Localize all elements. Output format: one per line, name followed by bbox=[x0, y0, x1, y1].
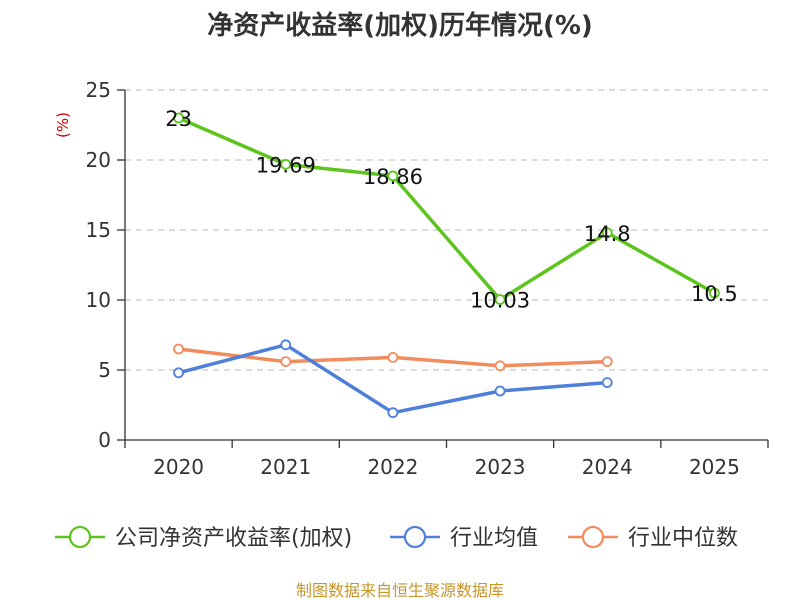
legend-label-2: 行业中位数 bbox=[628, 526, 738, 551]
data-label-2024: 14.8 bbox=[584, 222, 631, 246]
legend-label-1: 行业均值 bbox=[450, 526, 538, 551]
series-lines bbox=[173, 112, 720, 419]
x-tick-label-2022: 2022 bbox=[367, 455, 418, 479]
legend: 公司净资产收益率(加权) 行业均值 行业中位数 bbox=[55, 525, 738, 551]
data-point-2-2023 bbox=[494, 360, 506, 372]
data-point-2-2022 bbox=[387, 351, 399, 363]
data-label-2022: 18.86 bbox=[363, 165, 423, 189]
data-point-1-2020 bbox=[173, 367, 184, 379]
data-label-2023: 10.03 bbox=[470, 289, 530, 313]
data-point-0-2025 bbox=[709, 287, 720, 299]
data-point-1-2021 bbox=[280, 339, 292, 351]
data-point-2-2024 bbox=[601, 356, 613, 368]
data-label-2025: 10.5 bbox=[691, 282, 738, 306]
series-line-0 bbox=[177, 116, 716, 302]
legend-marker-2 bbox=[581, 525, 605, 549]
y-tick-label: 20 bbox=[86, 148, 111, 172]
y-tick-label: 5 bbox=[98, 358, 111, 382]
data-label-2020: 23 bbox=[165, 107, 192, 131]
legend-marker-1 bbox=[403, 525, 427, 549]
data-label-2021: 19.69 bbox=[256, 153, 316, 177]
data-point-2-2020 bbox=[173, 343, 184, 355]
y-axis-unit: (%) bbox=[54, 112, 72, 138]
x-tick-label-2021: 2021 bbox=[260, 455, 311, 479]
data-point-0-2021 bbox=[280, 158, 292, 170]
data-labels: 23 19.69 18.86 10.03 14.8 10.5 bbox=[165, 107, 738, 313]
data-point-1-2022 bbox=[387, 407, 399, 419]
data-point-0-2020 bbox=[173, 112, 184, 124]
data-point-0-2024 bbox=[601, 227, 613, 239]
legend-marker-0 bbox=[68, 525, 92, 549]
gridlines bbox=[125, 89, 768, 371]
data-point-2-2021 bbox=[280, 356, 292, 368]
legend-label-0: 公司净资产收益率(加权) bbox=[115, 526, 352, 551]
y-tick-label: 0 bbox=[98, 428, 111, 452]
y-tick-label: 15 bbox=[86, 218, 111, 242]
data-point-0-2023 bbox=[494, 294, 506, 305]
x-tick-label-2023: 2023 bbox=[475, 455, 526, 479]
y-tick-label: 10 bbox=[86, 288, 111, 312]
x-tick-label-2020: 2020 bbox=[153, 455, 204, 479]
source-note: 制图数据来自恒生聚源数据库 bbox=[296, 581, 504, 600]
data-point-1-2023 bbox=[494, 385, 506, 397]
y-tick-label: 25 bbox=[86, 78, 111, 102]
x-tick-label-2024: 2024 bbox=[582, 455, 633, 479]
x-tick-label-2025: 2025 bbox=[689, 455, 740, 479]
data-point-0-2022 bbox=[387, 170, 399, 182]
chart-title: 净资产收益率(加权)历年情况(%) bbox=[207, 10, 593, 41]
data-point-1-2024 bbox=[601, 377, 613, 389]
